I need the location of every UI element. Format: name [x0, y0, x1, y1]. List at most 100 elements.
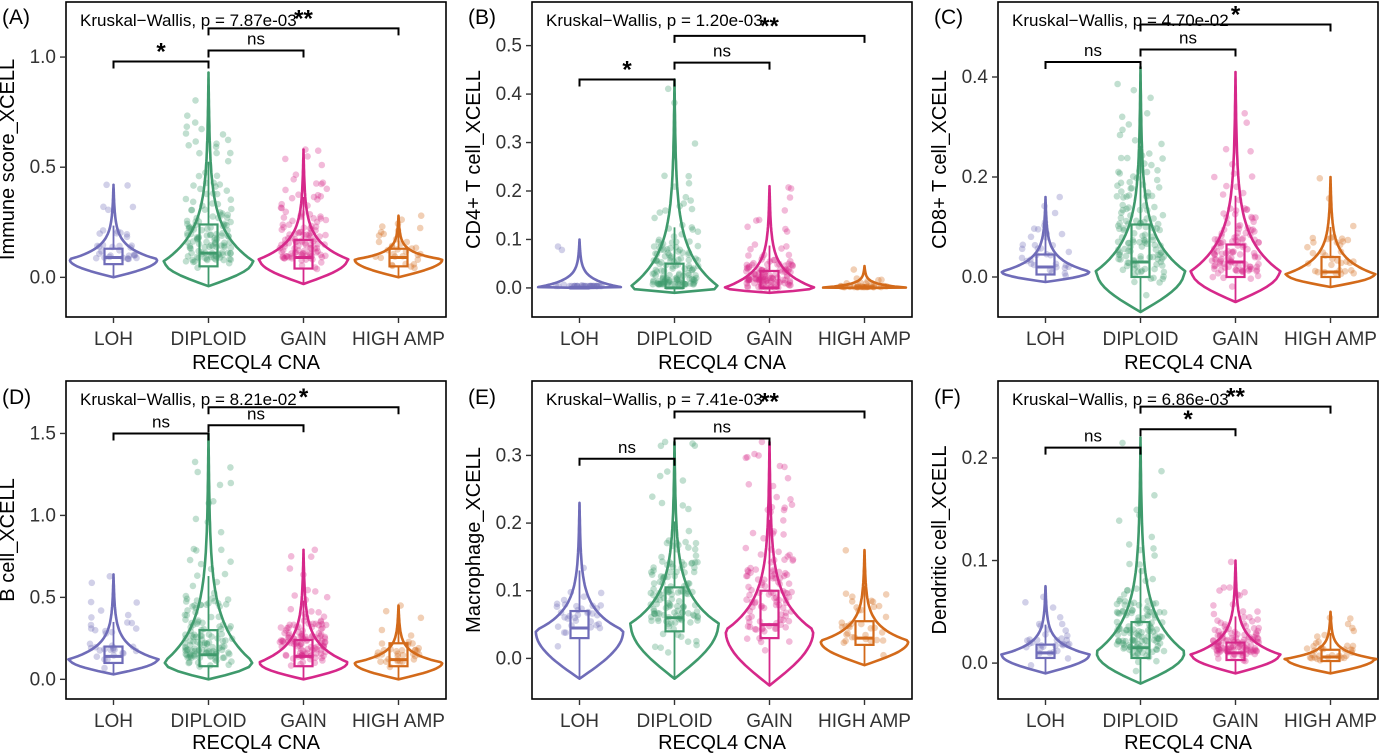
- data-point: [182, 645, 190, 652]
- box-iqr: [103, 645, 124, 665]
- data-point: [1136, 238, 1143, 246]
- test-result-label: Kruskal−Wallis, p = 4.70e-02: [1012, 11, 1229, 30]
- data-point: [227, 249, 234, 257]
- data-point: [744, 453, 751, 461]
- data-point: [1119, 206, 1127, 214]
- significance-label: **: [1226, 384, 1245, 411]
- data-point: [772, 271, 779, 278]
- data-point: [752, 275, 759, 283]
- y-tick-label: 0.3: [496, 133, 522, 154]
- data-point: [1056, 193, 1063, 201]
- data-point: [222, 637, 229, 644]
- data-point: [1217, 647, 1225, 654]
- data-point: [1125, 247, 1132, 254]
- data-point: [130, 251, 138, 258]
- data-point: [1229, 644, 1236, 651]
- data-point: [1253, 647, 1260, 654]
- data-point: [1119, 201, 1126, 209]
- data-point: [220, 654, 228, 661]
- data-point: [213, 190, 221, 198]
- data-point: [648, 617, 655, 625]
- data-point: [206, 231, 214, 239]
- data-point: [1131, 637, 1139, 645]
- data-point: [691, 559, 699, 566]
- data-point: [1155, 635, 1162, 643]
- data-point: [1119, 639, 1127, 647]
- data-point: [1149, 253, 1157, 261]
- data-point: [665, 278, 673, 286]
- data-point: [218, 630, 225, 638]
- data-point: [87, 625, 95, 632]
- data-point: [278, 200, 286, 208]
- data-point: [1211, 251, 1218, 258]
- data-point: [277, 637, 285, 644]
- violin-high-amp: [1283, 610, 1378, 675]
- data-point: [561, 614, 568, 621]
- significance-label: *: [622, 57, 632, 84]
- data-point: [1117, 179, 1125, 187]
- data-point: [690, 276, 697, 284]
- data-point: [313, 643, 320, 651]
- data-point: [276, 638, 284, 646]
- test-result-label: Kruskal−Wallis, p = 6.86e-03: [1012, 390, 1229, 409]
- test-result-label: Kruskal−Wallis, p = 7.41e-03: [546, 390, 763, 409]
- data-point: [312, 654, 319, 661]
- data-point: [1117, 154, 1125, 162]
- data-point: [848, 598, 856, 605]
- data-point: [667, 587, 674, 594]
- data-point: [780, 517, 787, 524]
- data-point: [206, 243, 213, 251]
- data-point: [1136, 561, 1144, 568]
- data-point: [1153, 626, 1160, 633]
- data-point: [204, 225, 211, 233]
- data-point: [209, 643, 216, 651]
- data-point: [785, 593, 793, 601]
- data-point: [1315, 638, 1322, 646]
- data-point: [87, 621, 95, 629]
- data-point: [313, 650, 320, 657]
- data-point: [133, 599, 140, 606]
- data-point: [301, 247, 309, 254]
- data-point: [593, 621, 600, 629]
- data-point: [767, 278, 775, 285]
- data-point: [1151, 241, 1159, 249]
- data-point: [414, 256, 422, 264]
- data-point: [91, 626, 99, 634]
- box-iqr: [1130, 223, 1151, 279]
- data-point: [691, 564, 698, 571]
- data-point: [789, 261, 796, 269]
- data-point: [378, 626, 386, 634]
- data-point: [685, 544, 692, 551]
- data-point: [665, 276, 673, 284]
- data-point: [313, 646, 321, 653]
- data-point: [415, 644, 423, 652]
- violin-gain: [1189, 70, 1282, 304]
- y-tick-label: 0.0: [962, 267, 988, 288]
- data-point: [781, 504, 788, 512]
- data-point: [648, 613, 655, 621]
- box-iqr: [1035, 643, 1056, 660]
- data-point: [1113, 641, 1121, 648]
- data-point: [744, 223, 751, 231]
- data-point: [1114, 222, 1122, 230]
- data-point: [1054, 647, 1061, 655]
- x-tick-label: DIPLOID: [1102, 711, 1178, 732]
- data-point: [654, 615, 662, 622]
- data-point: [304, 645, 312, 653]
- data-point: [192, 650, 200, 658]
- box-iqr: [569, 609, 590, 640]
- data-point: [761, 275, 769, 283]
- data-point: [664, 649, 672, 656]
- data-point: [1115, 168, 1122, 176]
- data-point: [310, 193, 318, 201]
- data-point: [1114, 609, 1122, 617]
- data-point: [1034, 226, 1042, 233]
- data-point: [850, 266, 858, 273]
- y-tick-label: 0.2: [962, 167, 988, 188]
- data-point: [1139, 232, 1146, 240]
- data-point: [1350, 270, 1357, 277]
- data-point: [1247, 642, 1255, 649]
- data-point: [1347, 615, 1354, 622]
- data-point: [92, 254, 100, 262]
- data-point: [770, 256, 778, 264]
